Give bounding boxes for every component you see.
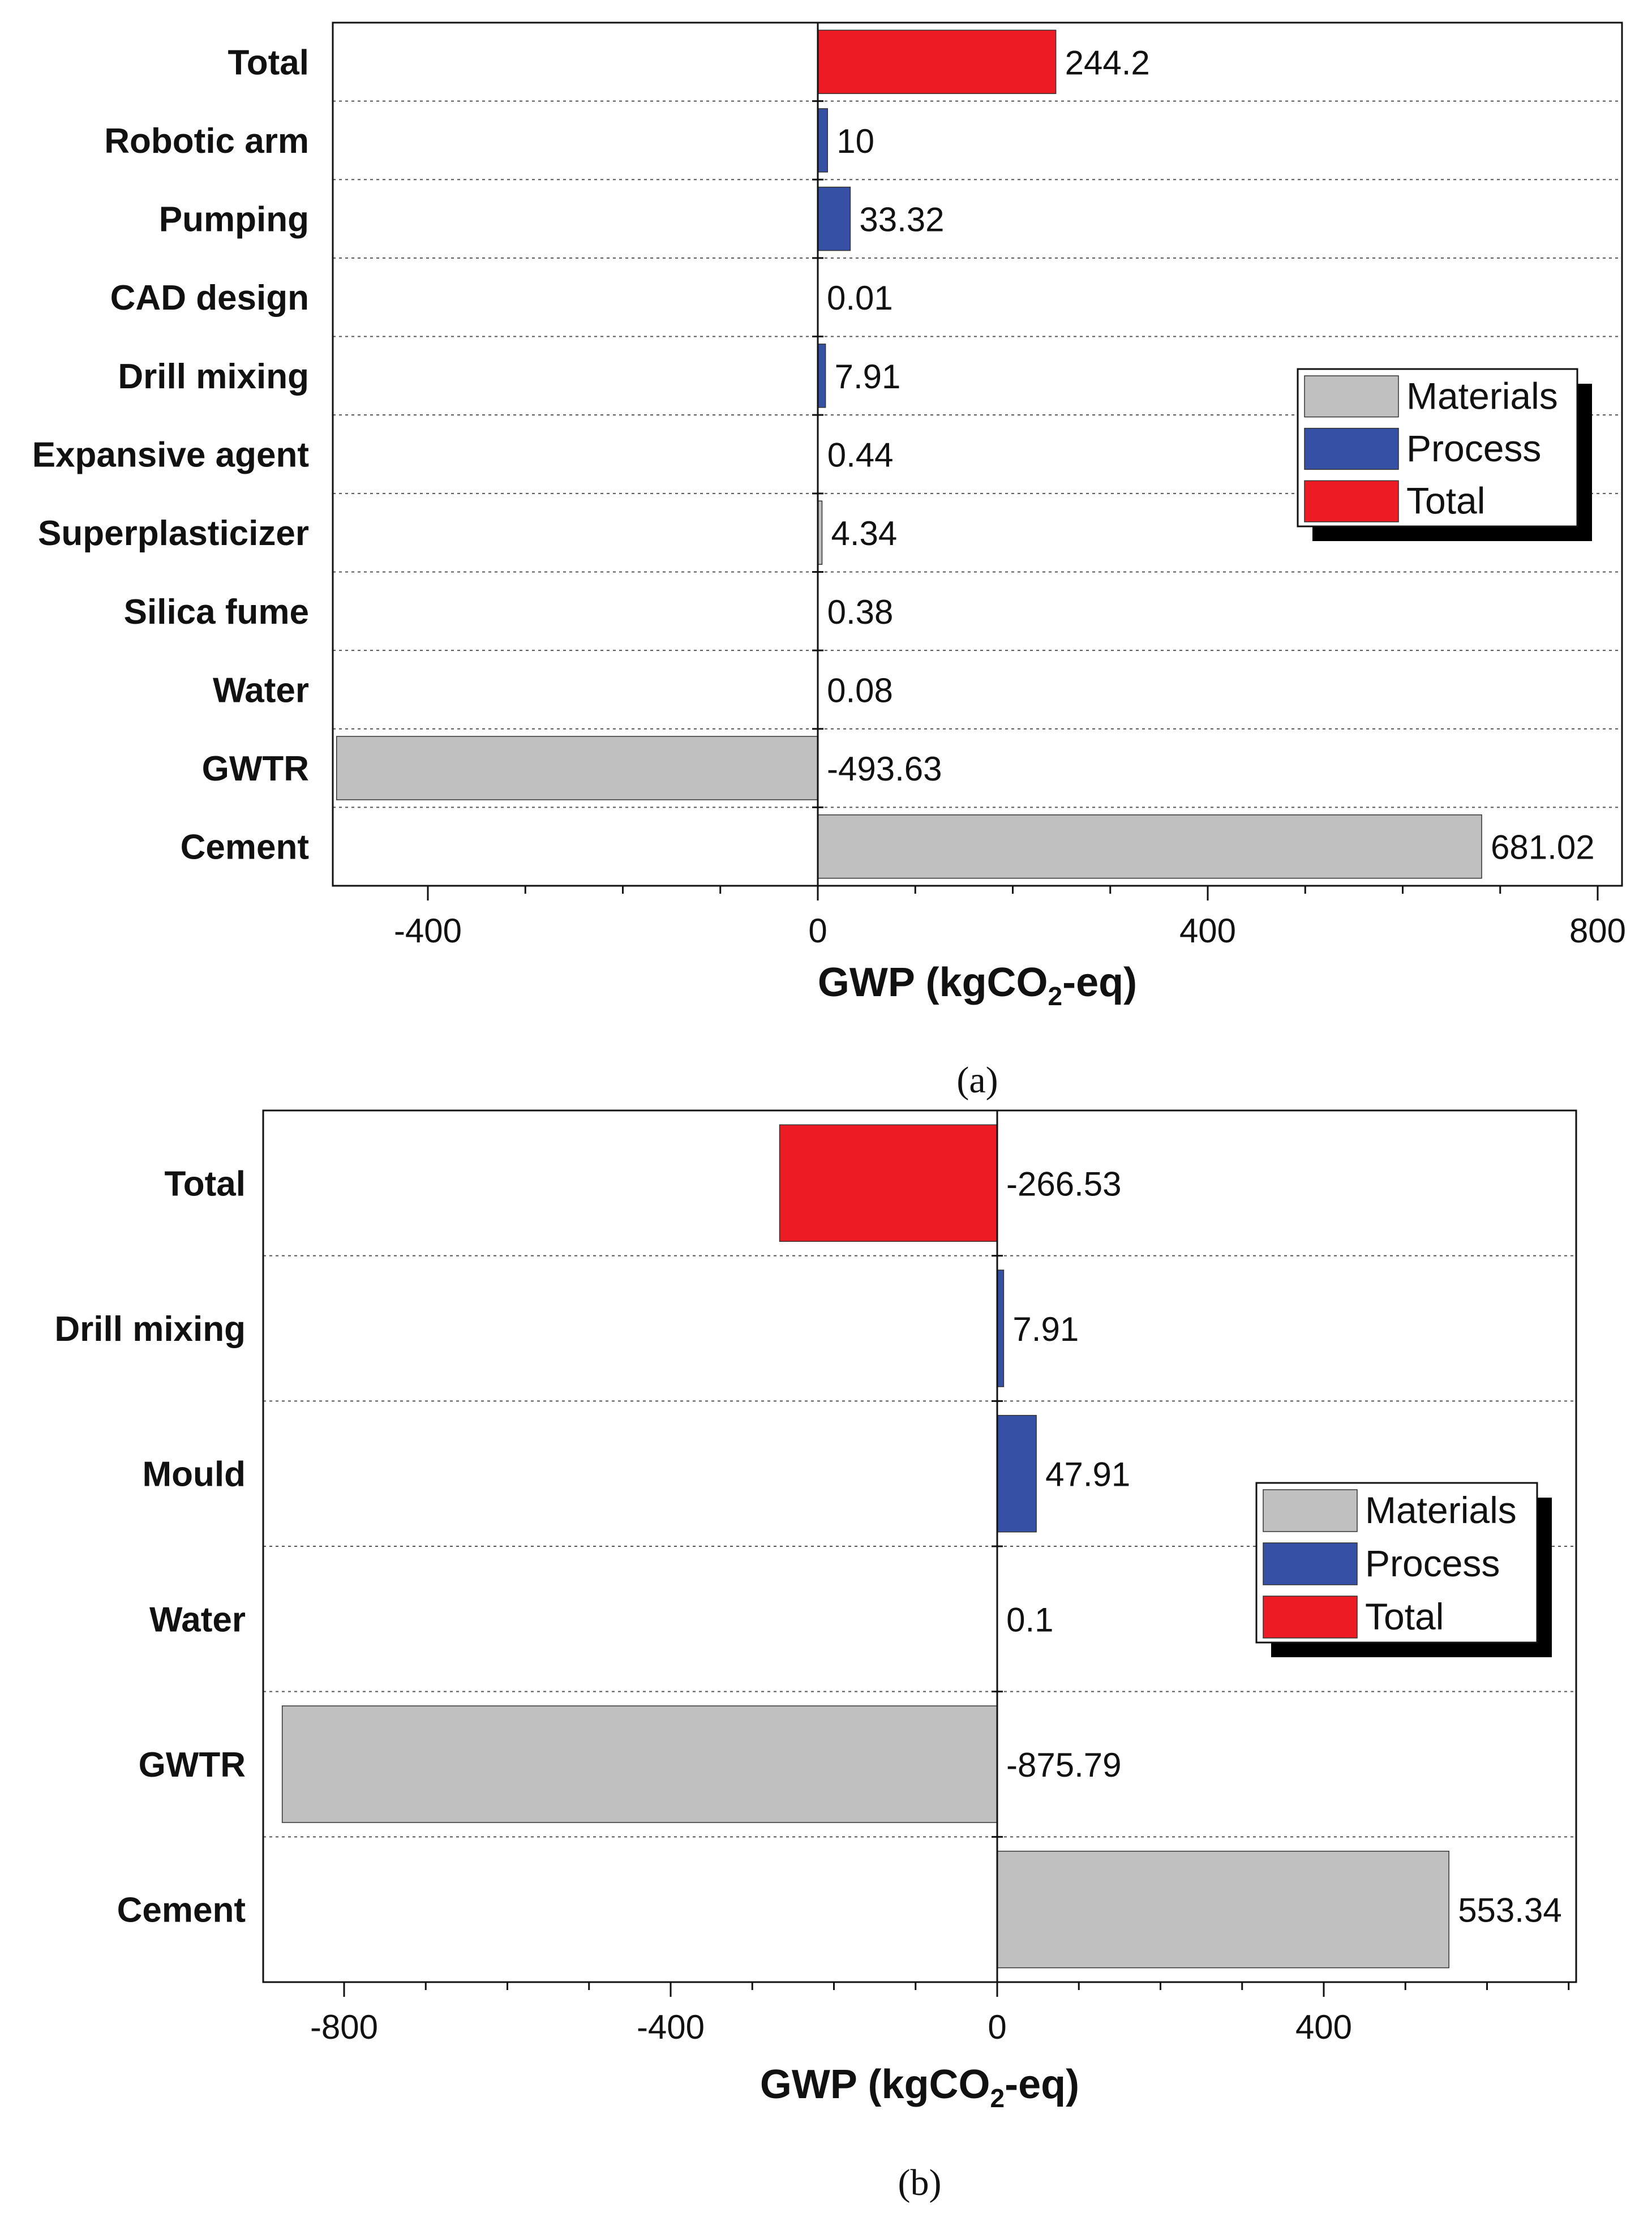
legend-swatch-process xyxy=(1263,1542,1358,1585)
bar-pumping xyxy=(817,186,851,251)
legend-label: Total xyxy=(1365,1596,1444,1637)
category-label: Silica fume xyxy=(124,593,309,632)
legend-swatch-process xyxy=(1304,427,1399,470)
category-label: Drill mixing xyxy=(118,357,309,396)
data-label: 244.2 xyxy=(1065,44,1150,82)
bar-cement xyxy=(817,814,1482,879)
x-axis-label: GWP (kgCO2-eq) xyxy=(760,2062,1079,2113)
legend-label: Materials xyxy=(1365,1489,1517,1531)
chart-panel-a: Total 244.2 Robotic arm 10 Pumping 33.32 CAD d… xyxy=(32,22,1626,1101)
legend: Materials Process Total xyxy=(1255,1482,1552,1657)
data-label: 7.91 xyxy=(1012,1310,1079,1348)
category-label: Drill mixing xyxy=(54,1310,246,1349)
x-tick-label: 400 xyxy=(1295,2008,1352,2046)
legend-swatch-materials xyxy=(1304,375,1399,418)
category-label: GWTR xyxy=(202,749,309,788)
x-tick-label: 800 xyxy=(1569,912,1626,950)
data-label: 47.91 xyxy=(1045,1456,1130,1494)
data-label: 7.91 xyxy=(835,358,901,396)
data-label: 4.34 xyxy=(831,514,897,552)
plot-frame xyxy=(262,1109,1577,1983)
legend-label: Materials xyxy=(1406,375,1558,417)
data-label: 10 xyxy=(836,122,874,160)
category-label: Pumping xyxy=(159,200,309,239)
data-label: 0.08 xyxy=(827,671,893,709)
category-label: Mould xyxy=(143,1455,246,1494)
bar-drill-mixing xyxy=(817,344,826,408)
legend-label: Total xyxy=(1406,480,1485,522)
data-label: -266.53 xyxy=(1006,1165,1122,1203)
category-label: Cement xyxy=(181,828,309,867)
panel-label: (b) xyxy=(898,2162,942,2203)
data-label: 0.1 xyxy=(1006,1601,1053,1639)
bar-gwtr xyxy=(281,1705,998,1823)
legend-label: Process xyxy=(1365,1542,1500,1584)
legend: Materials Process Total xyxy=(1297,368,1592,541)
bar-cement xyxy=(997,1850,1449,1969)
x-tick-label: 400 xyxy=(1179,912,1236,950)
data-label: 0.44 xyxy=(827,436,894,474)
category-label: Superplasticizer xyxy=(38,514,309,553)
legend-swatch-total xyxy=(1304,480,1399,522)
data-label: 33.32 xyxy=(859,201,944,239)
category-label: GWTR xyxy=(139,1746,246,1785)
category-label: Cement xyxy=(117,1891,246,1930)
panel-label: (a) xyxy=(956,1060,998,1101)
category-label: Water xyxy=(149,1600,246,1639)
category-label: Total xyxy=(228,43,310,82)
bar-total xyxy=(779,1124,998,1242)
x-tick-label: 0 xyxy=(808,912,827,950)
legend-swatch-total xyxy=(1263,1596,1358,1639)
data-label: 0.38 xyxy=(827,593,894,631)
chart-panel-b: Total -266.53 Drill mixing 7.91 Mould 47.91 Wa… xyxy=(54,1109,1577,2203)
bar-robotic-arm xyxy=(817,108,828,173)
x-axis-label: GWP (kgCO2-eq) xyxy=(818,960,1137,1011)
x-tick-label: -400 xyxy=(637,2008,705,2046)
category-label: CAD design xyxy=(110,278,309,318)
data-label: -493.63 xyxy=(827,750,942,788)
bar-mould xyxy=(997,1414,1037,1533)
x-tick-label: -800 xyxy=(310,2008,378,2046)
data-label: 681.02 xyxy=(1491,829,1595,867)
category-label: Total xyxy=(165,1164,246,1203)
bar-gwtr xyxy=(336,736,818,800)
legend-label: Process xyxy=(1406,427,1541,469)
category-label: Expansive agent xyxy=(32,436,309,475)
bar-total xyxy=(817,29,1057,95)
data-label: 553.34 xyxy=(1458,1892,1562,1929)
x-tick-label: 0 xyxy=(988,2008,1006,2046)
bar-drill-mixing xyxy=(997,1270,1005,1387)
category-label: Robotic arm xyxy=(104,122,309,161)
category-label: Water xyxy=(213,671,309,710)
data-label: 0.01 xyxy=(827,279,893,317)
legend-swatch-materials xyxy=(1263,1489,1358,1532)
x-tick-label: -400 xyxy=(394,912,462,950)
plot-frame xyxy=(332,22,1623,887)
data-label: -875.79 xyxy=(1006,1746,1122,1784)
